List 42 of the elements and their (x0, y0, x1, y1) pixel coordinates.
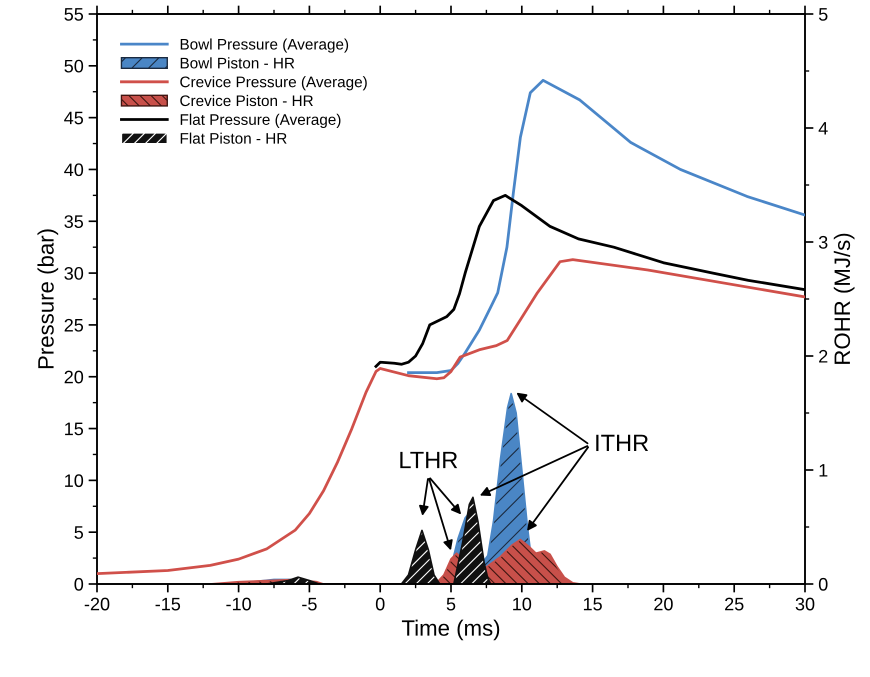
y-tick-label: 10 (65, 474, 84, 488)
line-series (407, 78, 805, 374)
x-tick-label: 5 (446, 598, 456, 610)
y-tick-label: 35 (64, 215, 84, 228)
legend-label: Bowl Pressure (Average) (180, 38, 348, 53)
y2-tick-label: 0 (818, 578, 828, 591)
y-tick-label: 20 (64, 370, 84, 384)
x-tick-label: 25 (725, 598, 744, 610)
y-tick-label: 0 (74, 578, 84, 591)
y2-tick-label: 5 (818, 8, 828, 21)
legend-label: Bowl Piston - HR (180, 57, 294, 68)
x-tick-label: 30 (796, 598, 814, 610)
y-tick-label: 40 (64, 163, 84, 176)
annotation: LTHR (400, 452, 458, 468)
x-tick-label: -5 (302, 598, 317, 610)
x-tick-label: -20 (84, 598, 110, 610)
x-tick-label: -15 (156, 598, 180, 610)
legend-label: Crevice Pressure (Average) (180, 76, 367, 90)
x-tick-label: 10 (513, 598, 532, 610)
y-tick-label: 45 (64, 112, 84, 124)
x-tick-label: 0 (376, 598, 385, 610)
y-tick-label: 5 (74, 526, 84, 539)
x-tick-label: -10 (226, 598, 251, 610)
legend-label: Crevice Piston - HR (180, 94, 313, 106)
y-tick-label: 30 (64, 267, 84, 280)
y-axis-title: Pressure (bar) (37, 229, 58, 368)
y-tick-label: 25 (64, 318, 84, 332)
x-tick-label: 15 (584, 598, 602, 610)
y2-tick-label: 3 (818, 236, 828, 249)
annotation: ITHR (596, 434, 648, 452)
line-series (97, 258, 805, 576)
y-tick-label: 50 (64, 60, 84, 73)
x-tick-label: 20 (654, 598, 673, 610)
y2-tick-label: 1 (820, 464, 828, 477)
legend-label: Flat Pressure (Average) (180, 114, 340, 128)
y2-axis-title: ROHR (MJ/s) (834, 234, 854, 364)
y2-tick-label: 4 (818, 122, 828, 135)
legend-label: Flat Piston - HR (180, 132, 287, 144)
x-axis-title: Time (ms) (402, 620, 500, 640)
y-tick-label: 55 (64, 8, 84, 21)
y2-tick-label: 2 (819, 350, 828, 363)
y-tick-label: 15 (65, 422, 84, 436)
